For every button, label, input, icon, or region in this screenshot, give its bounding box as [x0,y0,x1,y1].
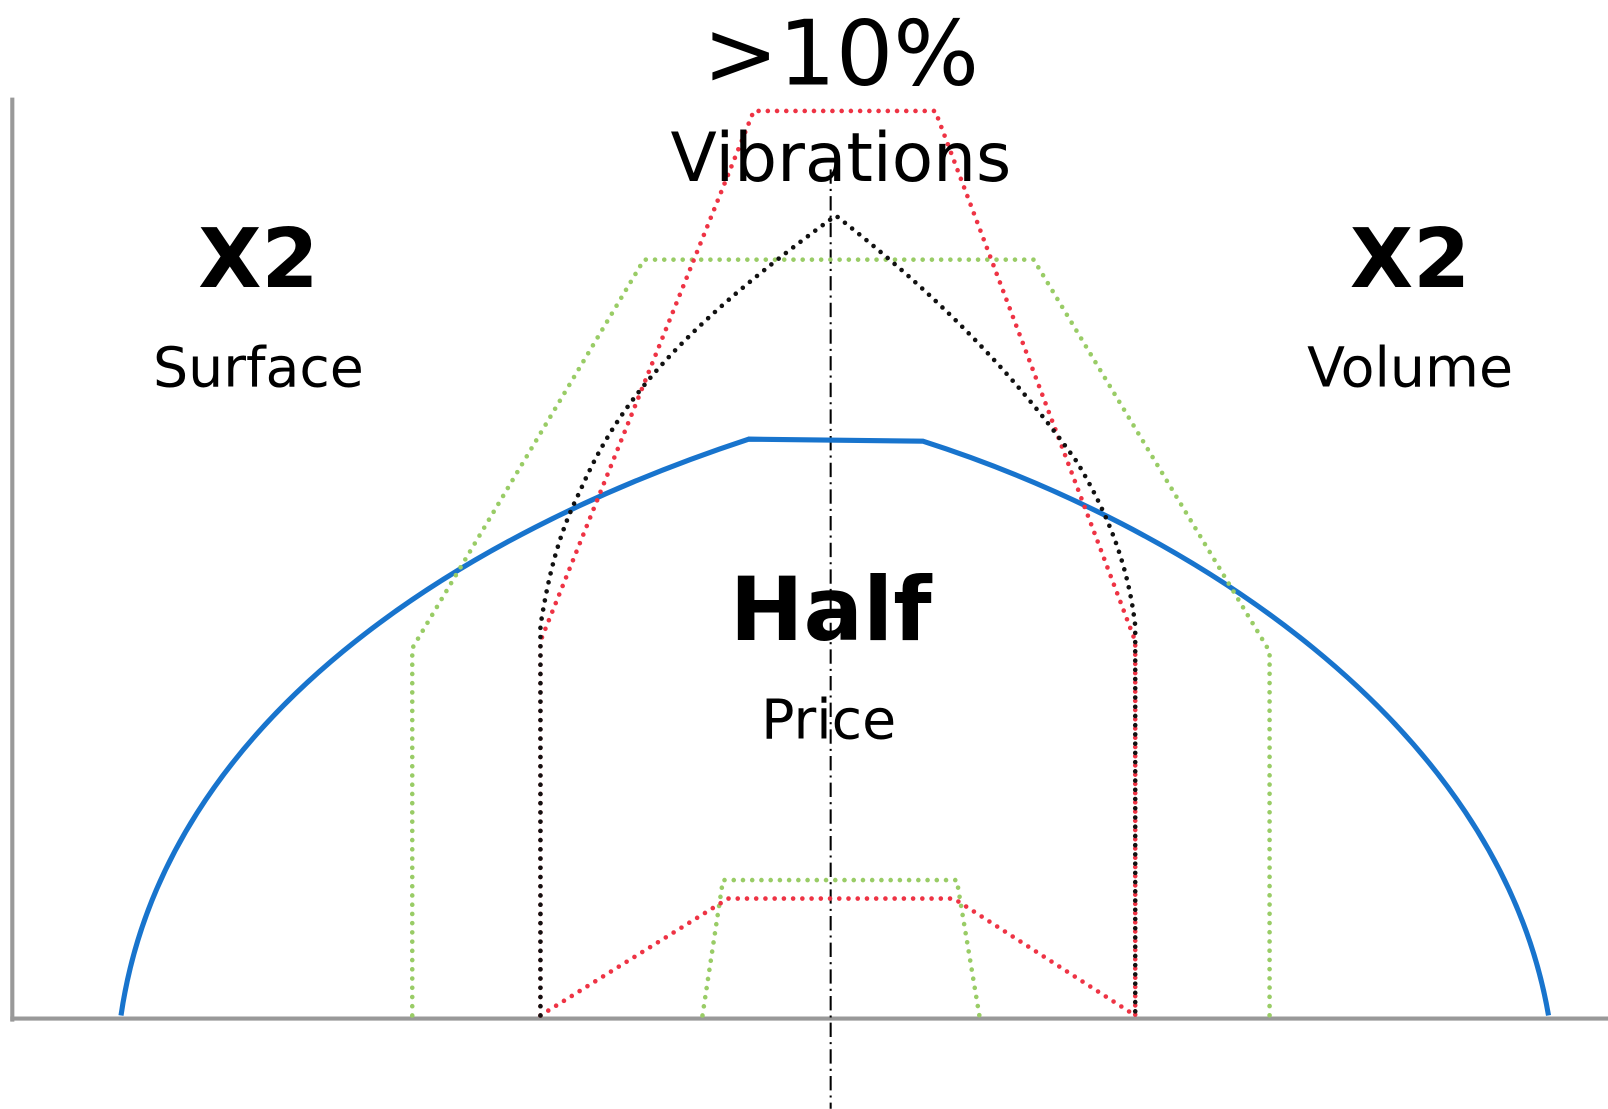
center-value: Half [730,558,934,661]
right-caption: Volume [1307,337,1513,401]
top-value: >10% [703,2,979,107]
blue-curve [118,436,1552,1016]
black-curve [538,213,1138,1018]
left-caption: Surface [153,337,364,401]
green-inner [700,877,982,1018]
right-value: X2 [1350,212,1470,307]
center-caption: Price [761,688,896,752]
red-inner [538,896,1138,1018]
top-caption: Vibrations [671,118,1012,197]
green-outer [409,257,1272,1018]
left-value: X2 [198,212,318,307]
